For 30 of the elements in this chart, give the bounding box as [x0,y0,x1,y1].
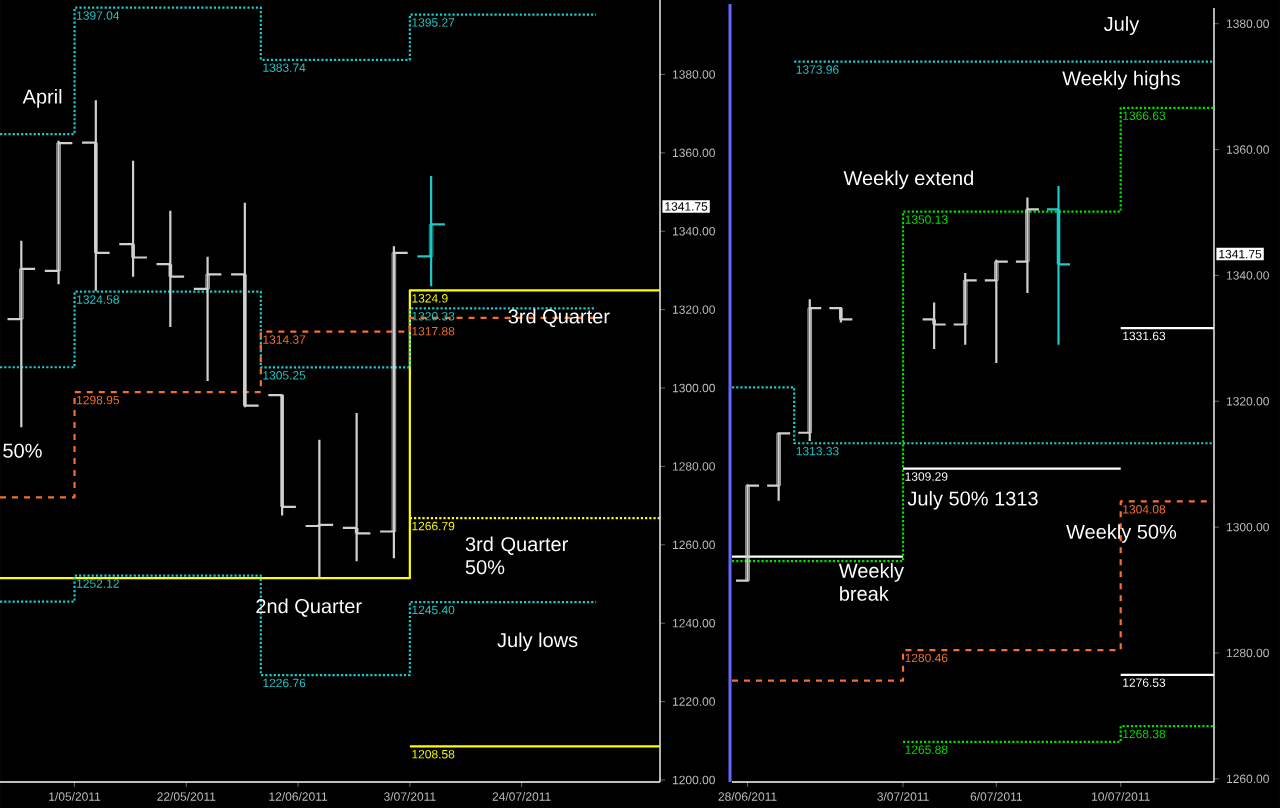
candlestick [983,258,1009,364]
candlestick [921,301,947,351]
candlestick [304,438,335,580]
candlestick [416,174,447,288]
annotation: Weekly highs [1062,70,1180,90]
annotation: July lows [497,632,578,652]
candlestick [80,99,111,292]
candlestick [341,412,372,563]
candlestick [1014,196,1041,295]
annotation: July [1103,16,1140,35]
annotation: April [22,89,62,108]
annotation: 3rd Quarter 50% [465,536,568,575]
annotation: 50% [3,443,42,458]
candlestick [6,239,37,429]
candlestick [118,159,148,278]
annotation: July 50% 1313 [907,490,1038,510]
annotation: 3rd Quarter [508,308,610,328]
candlestick [1045,184,1072,346]
annotation: Weekly extend [843,170,973,190]
candlestick [155,209,186,328]
annotation: 2nd Quarter [256,598,362,617]
candlestick [192,255,223,383]
annotation: Weekly 50% [1066,524,1177,543]
candlestick [43,139,74,286]
candlestick [766,431,792,502]
candlestick [797,298,823,443]
candlestick [379,245,409,560]
candlestick [734,483,761,582]
candlestick [952,271,978,346]
annotation: Weekly break [838,563,904,601]
